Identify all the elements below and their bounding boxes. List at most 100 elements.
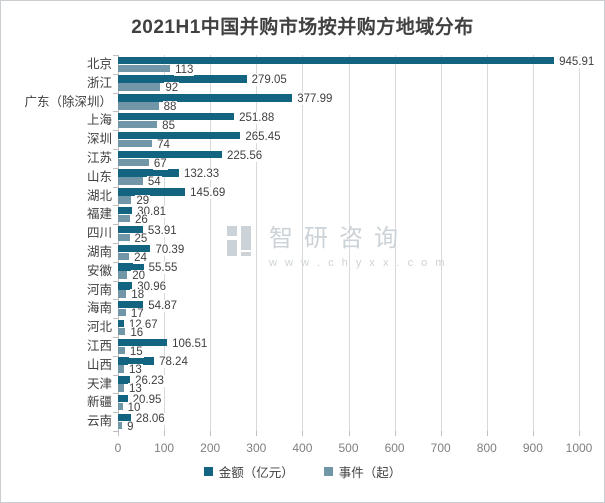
bar-amount bbox=[118, 376, 131, 384]
category-label: 河北 bbox=[86, 320, 112, 335]
category-label: 湖北 bbox=[86, 188, 112, 203]
gridline bbox=[256, 55, 258, 431]
category-axis-tick bbox=[113, 92, 118, 94]
bar-amount bbox=[118, 150, 222, 158]
bar-amount bbox=[118, 207, 133, 215]
bar-events bbox=[118, 309, 126, 317]
category-label: 江苏 bbox=[86, 151, 112, 165]
category-axis-tick bbox=[113, 224, 118, 226]
gridline bbox=[394, 55, 396, 431]
value-label-events: 13 bbox=[127, 383, 143, 396]
value-label-amount: 106.51 bbox=[171, 337, 209, 350]
category-label: 北京 bbox=[86, 57, 112, 71]
category-axis-tick bbox=[113, 431, 118, 432]
value-label-amount: 78.24 bbox=[158, 356, 189, 369]
bar-events bbox=[118, 327, 126, 336]
legend-label-amount: 金额（亿元） bbox=[218, 466, 294, 480]
category-label: 福建 bbox=[86, 207, 112, 222]
category-axis-tick bbox=[113, 111, 118, 113]
gridline bbox=[486, 55, 488, 431]
value-label-events: 113 bbox=[174, 63, 195, 76]
chart-title: 2021H1中国并购市场按并购方地域分布 bbox=[131, 17, 474, 38]
category-label: 新疆 bbox=[86, 395, 112, 410]
bar-amount bbox=[118, 395, 128, 403]
category-axis-line bbox=[118, 55, 119, 431]
value-label-events: 20 bbox=[131, 270, 147, 283]
value-label-events: 10 bbox=[126, 401, 142, 414]
x-axis-tick bbox=[532, 431, 534, 436]
value-label-amount: 55.55 bbox=[147, 262, 179, 275]
gridline bbox=[210, 55, 212, 431]
value-label-events: 88 bbox=[162, 101, 178, 114]
value-label-amount: 279.05 bbox=[250, 74, 288, 87]
category-axis-tick bbox=[113, 393, 118, 395]
bar-events bbox=[118, 196, 132, 204]
legend-swatch-events bbox=[323, 467, 333, 476]
category-label: 海南 bbox=[86, 301, 112, 316]
category-label: 上海 bbox=[86, 113, 112, 128]
value-label-events: 67 bbox=[152, 157, 168, 170]
gridline bbox=[348, 55, 350, 431]
category-label: 河南 bbox=[86, 282, 112, 297]
bar-events bbox=[118, 421, 123, 430]
x-axis-label: 400 bbox=[292, 441, 313, 455]
value-label-amount: 70.39 bbox=[154, 243, 186, 256]
category-axis-tick bbox=[113, 130, 118, 132]
value-label-events: 85 bbox=[161, 119, 176, 132]
legend-swatch-amount bbox=[203, 467, 213, 476]
x-axis-tick bbox=[394, 431, 396, 436]
bar-events bbox=[118, 271, 128, 279]
bar-events bbox=[118, 158, 149, 166]
category-label: 江西 bbox=[86, 339, 112, 353]
gridline bbox=[302, 55, 304, 431]
x-axis-tick bbox=[118, 431, 119, 436]
x-axis-tick bbox=[256, 431, 258, 436]
bar-amount bbox=[118, 244, 151, 252]
value-label-amount: 132.33 bbox=[183, 168, 221, 181]
bar-amount bbox=[118, 113, 235, 121]
bar-events bbox=[118, 290, 127, 298]
bar-amount bbox=[118, 338, 168, 346]
bar-events bbox=[118, 384, 124, 392]
category-label: 深圳 bbox=[86, 132, 112, 147]
value-label-amount: 377.99 bbox=[296, 93, 334, 106]
category-axis-tick bbox=[113, 374, 118, 376]
category-axis-tick bbox=[113, 412, 118, 414]
category-label: 天津 bbox=[86, 376, 112, 391]
gridline bbox=[164, 55, 166, 431]
gridline bbox=[579, 55, 580, 431]
legend-label-events: 事件（起） bbox=[338, 466, 402, 480]
x-axis-tick bbox=[210, 431, 212, 436]
bar-amount bbox=[118, 169, 179, 177]
bar-events bbox=[118, 233, 130, 242]
category-axis-tick bbox=[113, 186, 118, 188]
value-label-events: 16 bbox=[129, 326, 145, 339]
category-axis-tick bbox=[113, 55, 118, 56]
x-axis-tick bbox=[164, 431, 166, 436]
x-axis-label: 100 bbox=[154, 441, 175, 455]
value-label-events: 25 bbox=[133, 232, 149, 245]
value-label-amount: 251.88 bbox=[238, 111, 276, 124]
value-label-events: 74 bbox=[156, 138, 171, 151]
x-axis-label: 900 bbox=[522, 441, 543, 455]
bar-events bbox=[118, 121, 158, 129]
value-label-events: 24 bbox=[133, 251, 148, 264]
x-axis-label: 1000 bbox=[565, 441, 593, 455]
value-label-events: 13 bbox=[127, 364, 143, 377]
value-label-amount: 265.45 bbox=[244, 130, 282, 143]
bar-events bbox=[118, 215, 130, 223]
bar-events bbox=[118, 64, 171, 72]
bar-amount bbox=[118, 413, 131, 422]
x-axis-tick bbox=[486, 431, 488, 436]
value-label-amount: 945.91 bbox=[558, 55, 596, 68]
category-label: 湖南 bbox=[86, 245, 112, 259]
value-label-amount: 53.91 bbox=[146, 224, 178, 237]
bar-events bbox=[118, 83, 161, 91]
x-axis-label: 0 bbox=[114, 441, 122, 455]
category-label: 云南 bbox=[86, 414, 112, 429]
category-axis-tick bbox=[113, 261, 118, 263]
value-label-events: 9 bbox=[126, 420, 135, 433]
bar-amount bbox=[118, 188, 186, 196]
